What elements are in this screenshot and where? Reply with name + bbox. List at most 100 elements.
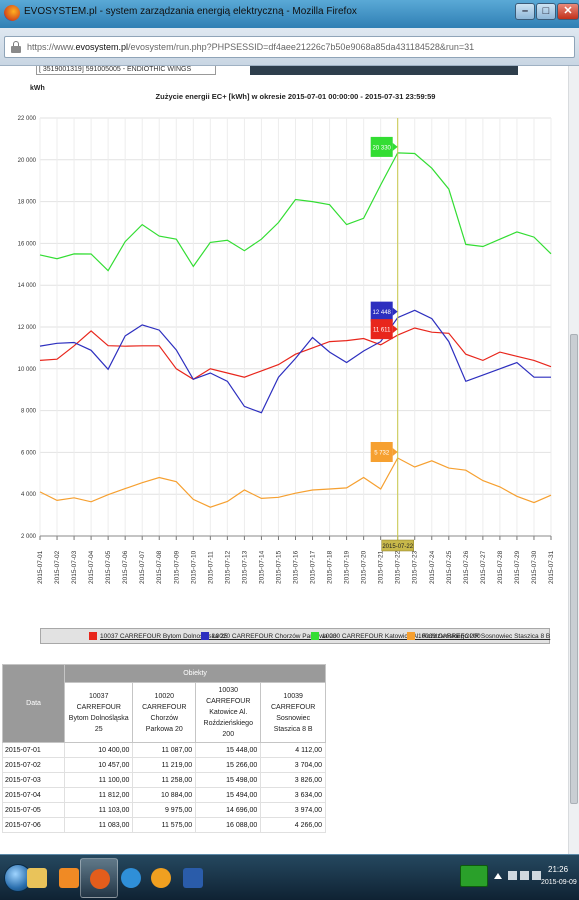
legend-label: 10020 CARREFOUR Chorzów Parkowa 20 (212, 633, 337, 640)
x-tick-label: 2015-07-29 (514, 550, 521, 584)
tooltip-value: 5 732 (374, 451, 390, 457)
column-header: 10030 CARREFOUR Katowice Al. Roździeński… (195, 682, 262, 743)
legend-label: 10039 CARREFOUR Sosnowiec Staszica 8 B (418, 633, 551, 640)
tooltip-value: 20 330 (373, 145, 392, 151)
x-tick-label: 2015-07-01 (37, 550, 44, 584)
x-tick-label: 2015-07-16 (293, 550, 300, 584)
value-cell: 3 634,00 (260, 787, 326, 803)
word-document-icon (183, 868, 203, 888)
date-cell: 2015-07-02 (1, 757, 66, 773)
x-tick-label: 2015-07-21 (378, 550, 385, 584)
address-text: https://www.evosystem.pl/evosystem/run.p… (27, 42, 474, 52)
app-orange-icon (151, 868, 171, 888)
x-tick-label: 2015-07-04 (88, 550, 95, 584)
x-tick-label: 2015-07-12 (224, 550, 231, 584)
keyboard-layout-icon[interactable] (460, 865, 488, 887)
legend-label: 10030 CARREFOUR Katowice Al. Roździeński… (322, 633, 481, 640)
objects-header: Obiekty (64, 664, 326, 683)
y-tick-label: 18 000 (18, 200, 37, 206)
value-cell: 11 258,00 (132, 772, 197, 788)
tooltip-arrow (392, 307, 398, 316)
y-tick-label: 10 000 (18, 367, 37, 373)
value-cell: 16 088,00 (195, 817, 262, 833)
taskbar-button[interactable] (112, 858, 150, 898)
url-domain: evosystem.pl (75, 42, 129, 52)
clock-date[interactable]: 2015-09-09 (541, 879, 577, 886)
legend-item[interactable]: 10030 CARREFOUR Katowice Al. Roździeński… (311, 631, 481, 642)
taskbar-button[interactable] (18, 858, 56, 898)
tooltip-box (370, 319, 393, 340)
taskbar-button[interactable] (50, 858, 88, 898)
crosshair-date-box (381, 539, 414, 552)
x-tick-label: 2015-07-24 (429, 550, 436, 584)
x-tick-label: 2015-07-08 (156, 550, 163, 584)
legend-swatch (89, 631, 97, 640)
x-tick-label: 2015-07-09 (173, 550, 180, 584)
value-cell: 10 457,00 (64, 757, 134, 773)
legend-item[interactable]: 10020 CARREFOUR Chorzów Parkowa 20 (201, 631, 337, 642)
scrollbar-thumb[interactable] (570, 334, 578, 804)
y-axis-label: kWh (30, 85, 45, 92)
close-button[interactable]: ✕ (557, 3, 579, 20)
minimize-button[interactable]: – (515, 3, 535, 20)
value-cell: 10 400,00 (64, 742, 134, 758)
x-tick-label: 2015-07-11 (207, 551, 214, 584)
tooltip-label-3: 5 732 (370, 442, 398, 463)
column-header: 10039 CARREFOUR Sosnowiec Staszica 8 B (260, 682, 326, 743)
address-bar[interactable]: https://www.evosystem.pl/evosystem/run.p… (4, 36, 575, 58)
date-cell: 2015-07-05 (1, 802, 66, 818)
y-tick-label: 6 000 (21, 450, 37, 456)
table-row: 2015-07-03 11 100,00 11 258,00 15 498,00 3 8… (1, 772, 326, 788)
taskbar-button[interactable] (80, 858, 118, 898)
x-tick-label: 2015-07-30 (531, 550, 538, 584)
network-icon[interactable] (520, 871, 529, 880)
x-tick-label: 2015-07-10 (190, 550, 197, 584)
x-tick-label: 2015-07-03 (71, 550, 78, 584)
legend-item[interactable]: 10039 CARREFOUR Sosnowiec Staszica 8 B (407, 631, 551, 642)
table-row: 2015-07-01 10 400,00 11 087,00 15 448,00 4 1… (1, 742, 326, 758)
data-table-wrap: Data Obiekty 10037 CARREFOUR Bytom Dolno… (1, 664, 326, 833)
maximize-button[interactable]: □ (536, 3, 556, 20)
x-tick-label: 2015-07-15 (275, 550, 282, 584)
window-title: EVOSYSTEM.pl - system zarządzania energi… (24, 6, 357, 17)
tooltip-box (370, 136, 393, 157)
legend-item[interactable]: 10037 CARREFOUR Bytom Dolnośląska 25 (89, 631, 228, 642)
x-tick-label: 2015-07-17 (310, 550, 317, 584)
tooltip-arrow (392, 325, 398, 334)
chart-legend: 10037 CARREFOUR Bytom Dolnośląska 25 1002… (40, 628, 550, 644)
clock-time[interactable]: 21:26 (548, 865, 569, 874)
value-cell: 10 884,00 (132, 787, 197, 803)
flag-icon[interactable] (508, 871, 517, 880)
date-cell: 2015-07-01 (1, 742, 66, 758)
media-player-icon (59, 868, 79, 888)
taskbar-button[interactable] (174, 858, 212, 898)
x-tick-label: 2015-07-20 (361, 550, 368, 584)
table-body: 2015-07-01 10 400,00 11 087,00 15 448,00 4 1… (1, 742, 326, 833)
table-row: 2015-07-04 11 812,00 10 884,00 15 494,00 3 6… (1, 787, 326, 803)
x-tick-label: 2015-07-27 (480, 550, 487, 584)
lock-icon[interactable] (11, 41, 21, 53)
show-hidden-icons-icon[interactable] (494, 873, 502, 879)
y-tick-label: 20 000 (18, 158, 37, 164)
crosshair-date-label: 2015-07-22 (381, 539, 414, 552)
series-line-1 (39, 309, 551, 414)
legend-swatch (201, 631, 209, 640)
value-cell: 3 704,00 (260, 757, 326, 773)
url-prefix: https://www. (27, 42, 76, 52)
series-line-2 (39, 152, 552, 272)
tooltip-value: 12 448 (373, 310, 392, 316)
explorer-icon (27, 868, 47, 888)
tooltip-label-2: 20 330 (370, 136, 398, 157)
date-cell: 2015-07-06 (1, 817, 66, 833)
x-tick-label: 2015-07-23 (412, 550, 419, 584)
taskbar-button[interactable] (142, 858, 180, 898)
volume-icon[interactable] (532, 871, 541, 880)
value-cell: 11 100,00 (64, 772, 134, 788)
value-cell: 4 266,00 (260, 817, 326, 833)
table-row: 2015-07-05 11 103,00 9 975,00 14 696,00 3 97… (1, 802, 326, 818)
previous-bar (250, 66, 518, 75)
value-cell: 14 696,00 (195, 802, 262, 818)
crosshair-date-text: 2015-07-22 (382, 544, 413, 550)
value-cell: 15 498,00 (195, 772, 262, 788)
tooltip-label-1: 12 448 (370, 301, 398, 322)
